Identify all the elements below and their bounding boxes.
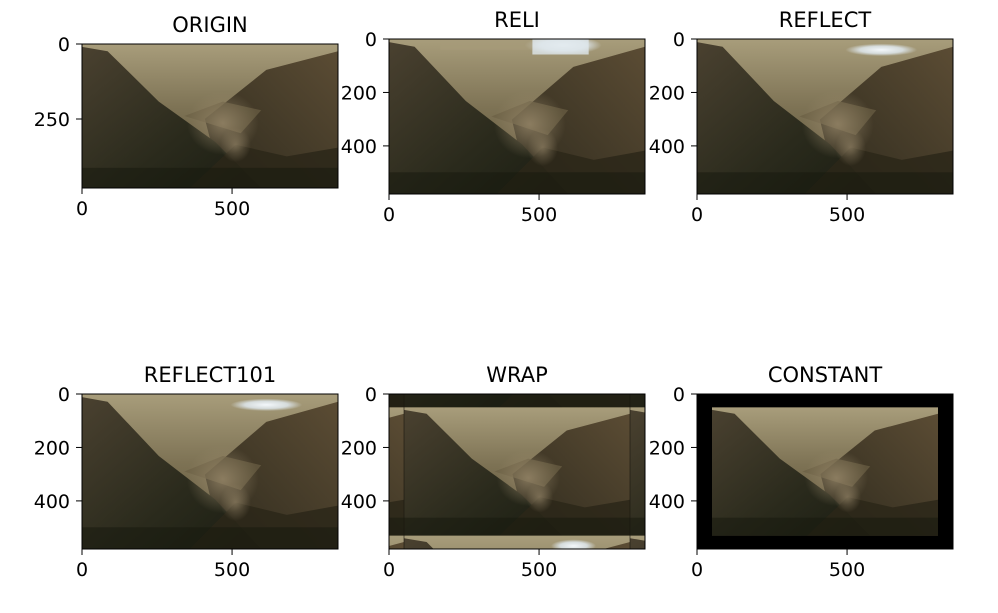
x-tick-label: 500 [214, 559, 250, 581]
subplot-title: REFLECT [779, 8, 872, 32]
x-tick-label: 0 [76, 559, 88, 581]
axes-frame [81, 43, 339, 189]
x-tick-label: 0 [383, 204, 395, 226]
y-tick-label: 0 [673, 384, 685, 406]
x-tick-label: 500 [521, 559, 557, 581]
x-tick-label: 500 [521, 204, 557, 226]
x-tick-label: 500 [214, 198, 250, 220]
y-tick-label: 400 [649, 136, 685, 158]
subplot-title: ORIGIN [172, 13, 248, 37]
y-tick-label: 400 [341, 491, 377, 513]
subplot-origin: ORIGIN 0 500 0 250 [34, 13, 339, 220]
y-tick-label: 0 [365, 384, 377, 406]
y-tick-label: 200 [649, 437, 685, 459]
subplot-title: REFLECT101 [144, 363, 276, 387]
x-tick-label: 0 [383, 559, 395, 581]
y-tick-label: 200 [649, 82, 685, 104]
y-tick-label: 200 [341, 437, 377, 459]
image-reflect [697, 39, 953, 194]
subplot-wrap: WRAP 0 500 0 200 400 [341, 363, 646, 581]
x-tick-label: 0 [691, 204, 703, 226]
subplot-constant: CONSTANT 0 500 0 200 400 [649, 363, 954, 581]
y-tick-label: 0 [365, 29, 377, 51]
y-tick-label: 400 [341, 136, 377, 158]
axes-frame [388, 38, 646, 195]
subplot-title: WRAP [486, 363, 548, 387]
y-tick-label: 400 [34, 491, 70, 513]
x-tick-label: 0 [691, 559, 703, 581]
y-tick-label: 0 [58, 384, 70, 406]
axes-frame [696, 38, 954, 195]
y-tick-label: 200 [341, 82, 377, 104]
x-tick-label: 0 [76, 198, 88, 220]
axes-frame [81, 393, 339, 550]
subplot-reli: RELI 0 500 0 200 400 [341, 8, 646, 226]
subplot-reflect101: REFLECT101 0 500 0 200 400 [34, 363, 339, 581]
image-wrap [389, 394, 645, 549]
y-tick-label: 200 [34, 437, 70, 459]
subplot-title: RELI [494, 8, 540, 32]
y-tick-label: 250 [34, 109, 70, 131]
axes-frame [388, 393, 646, 550]
axes-frame [696, 393, 954, 550]
x-tick-label: 500 [829, 204, 865, 226]
image-origin [82, 44, 338, 188]
x-tick-label: 500 [829, 559, 865, 581]
y-tick-label: 0 [673, 29, 685, 51]
image-reli [389, 39, 645, 194]
subplot-reflect: REFLECT 0 500 0 200 400 [649, 8, 954, 226]
image-reflect101 [82, 394, 338, 549]
subplot-title: CONSTANT [768, 363, 883, 387]
image-constant [697, 394, 953, 549]
y-tick-label: 400 [649, 491, 685, 513]
y-tick-label: 0 [58, 34, 70, 56]
